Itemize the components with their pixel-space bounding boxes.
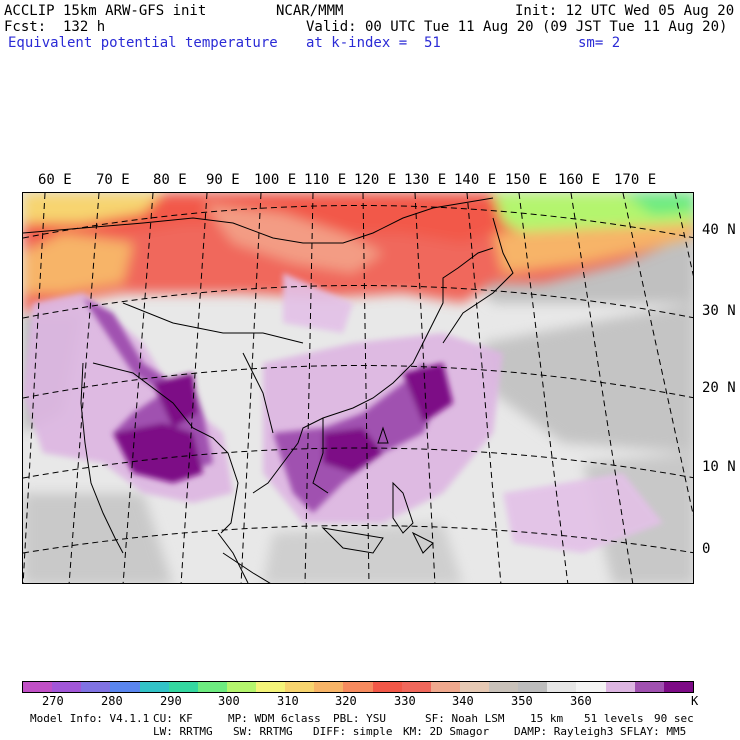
lon-label: 160 E bbox=[558, 172, 601, 188]
lat-label: 20 N bbox=[702, 380, 736, 396]
km-scheme: KM: 2D Smagor bbox=[403, 725, 490, 738]
lon-label: 90 E bbox=[206, 172, 240, 188]
colorbar-swatch bbox=[256, 682, 286, 692]
colorbar-swatch bbox=[314, 682, 344, 692]
colorbar-swatch bbox=[139, 682, 169, 692]
colorbar-swatch bbox=[489, 682, 519, 692]
colorbar bbox=[22, 681, 694, 693]
lat-label: 40 N bbox=[702, 222, 736, 238]
level-label: at k-index = 51 bbox=[306, 35, 441, 51]
sw-scheme: SW: RRTMG bbox=[233, 725, 293, 738]
colorbar-swatch bbox=[459, 682, 489, 692]
colorbar-swatch bbox=[372, 682, 402, 692]
colorbar-label: 280 bbox=[101, 694, 123, 708]
colorbar-swatch bbox=[430, 682, 460, 692]
colorbar-swatch bbox=[547, 682, 577, 692]
lon-label: 140 E bbox=[454, 172, 497, 188]
init-time: Init: 12 UTC Wed 05 Aug 20 bbox=[515, 3, 735, 19]
colorbar-label: 310 bbox=[277, 694, 299, 708]
lon-label: 60 E bbox=[38, 172, 72, 188]
lon-label: 80 E bbox=[153, 172, 187, 188]
smoothing-label: sm= 2 bbox=[578, 35, 621, 51]
colorbar-swatch bbox=[168, 682, 198, 692]
colorbar-swatch bbox=[226, 682, 256, 692]
levels: 51 levels bbox=[584, 712, 644, 725]
colorbar-swatch bbox=[110, 682, 140, 692]
mp-scheme: MP: WDM 6class bbox=[228, 712, 321, 725]
map-panel bbox=[22, 192, 694, 584]
field-name: Equivalent potential temperature bbox=[8, 35, 278, 51]
lat-label: 10 N bbox=[702, 459, 736, 475]
cu-scheme: CU: KF bbox=[153, 712, 193, 725]
model-info: Model Info: V4.1.1 bbox=[30, 712, 150, 725]
colorbar-label: 270 bbox=[42, 694, 64, 708]
colorbar-swatch bbox=[663, 682, 693, 692]
colorbar-swatch bbox=[52, 682, 82, 692]
colorbar-swatch bbox=[634, 682, 664, 692]
valid-time: Valid: 00 UTC Tue 11 Aug 20 (09 JST Tue … bbox=[306, 19, 728, 35]
colorbar-swatch bbox=[23, 682, 53, 692]
colorbar-swatch bbox=[197, 682, 227, 692]
resolution: 15 km bbox=[530, 712, 564, 725]
colorbar-swatch bbox=[576, 682, 606, 692]
lon-label: 70 E bbox=[96, 172, 130, 188]
lon-label: 170 E bbox=[614, 172, 657, 188]
model-title: ACCLIP 15km ARW-GFS init bbox=[4, 3, 207, 19]
lon-label: 130 E bbox=[404, 172, 447, 188]
pbl-scheme: PBL: YSU bbox=[333, 712, 386, 725]
lon-label: 110 E bbox=[304, 172, 347, 188]
lat-label: 30 N bbox=[702, 303, 736, 319]
lon-label: 120 E bbox=[354, 172, 397, 188]
colorbar-label: 350 bbox=[511, 694, 533, 708]
damp-scheme: DAMP: Rayleigh3 bbox=[514, 725, 614, 738]
colorbar-swatch bbox=[401, 682, 431, 692]
lw-scheme: LW: RRTMG bbox=[153, 725, 213, 738]
theta-e-field bbox=[23, 193, 693, 583]
colorbar-swatch bbox=[81, 682, 111, 692]
lon-label: 100 E bbox=[254, 172, 297, 188]
colorbar-unit: K bbox=[691, 694, 699, 708]
forecast-hour: Fcst: 132 h bbox=[4, 19, 106, 35]
colorbar-label: 300 bbox=[218, 694, 240, 708]
lat-label: 0 bbox=[702, 541, 711, 557]
colorbar-swatch bbox=[518, 682, 548, 692]
diff-scheme: DIFF: simple bbox=[313, 725, 393, 738]
colorbar-label: 360 bbox=[570, 694, 592, 708]
colorbar-label: 290 bbox=[160, 694, 182, 708]
sflay-scheme: SFLAY: MM5 bbox=[620, 725, 687, 738]
colorbar-swatch bbox=[343, 682, 373, 692]
colorbar-label: 340 bbox=[452, 694, 474, 708]
colorbar-swatch bbox=[605, 682, 635, 692]
colorbar-label: 330 bbox=[394, 694, 416, 708]
colorbar-label: 320 bbox=[335, 694, 357, 708]
colorbar-swatch bbox=[285, 682, 315, 692]
timestep: 90 sec bbox=[654, 712, 694, 725]
lon-label: 150 E bbox=[505, 172, 548, 188]
sf-scheme: SF: Noah LSM bbox=[425, 712, 505, 725]
institution-label: NCAR/MMM bbox=[276, 3, 344, 19]
